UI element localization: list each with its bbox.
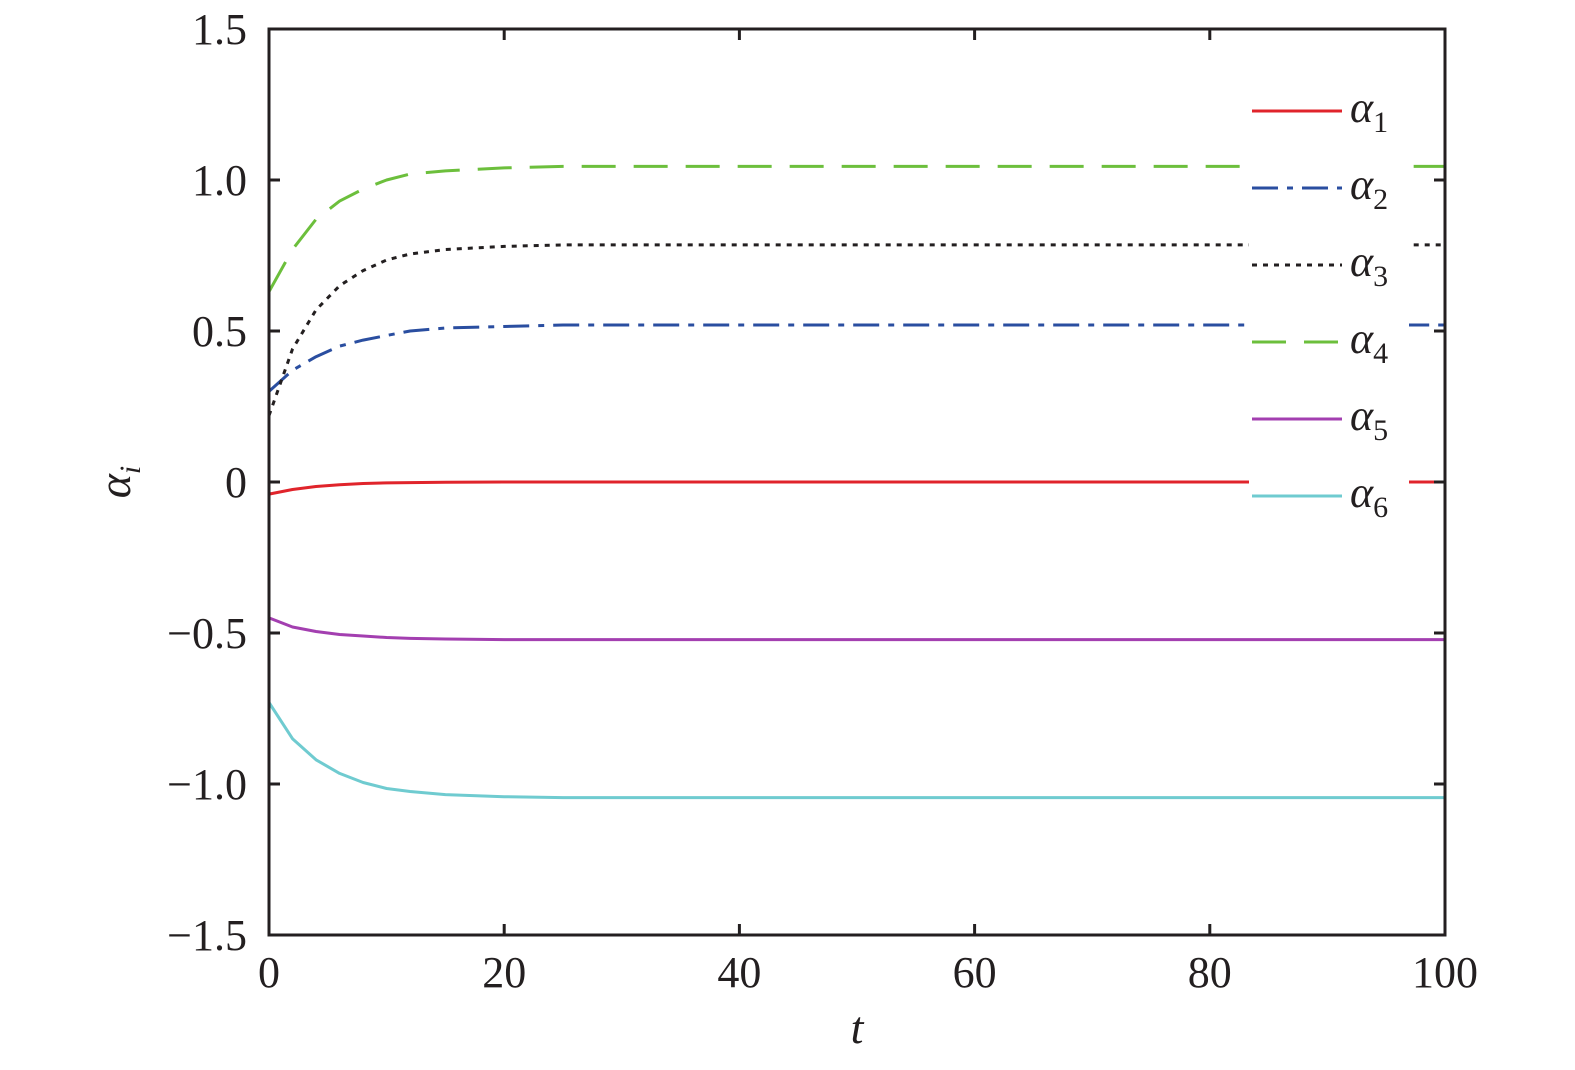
series-line-3 xyxy=(267,243,1445,417)
legend-label-1: α1 xyxy=(1350,83,1388,139)
x-tick-label: 60 xyxy=(953,948,997,997)
legend-label-5: α5 xyxy=(1350,391,1388,447)
x-tick-label: 80 xyxy=(1188,948,1232,997)
x-tick-label: 100 xyxy=(1412,948,1478,997)
y-axis-label-subscript: i xyxy=(114,466,147,474)
series-layer xyxy=(267,164,1445,800)
y-axis-label: αi xyxy=(89,466,147,499)
y-tick-label: −1.5 xyxy=(167,911,247,960)
tick-layer: 0 20 40 60 80 100 1.5 1.0 0.5 0 −0.5 −1.0 −1.5 xyxy=(167,5,1478,997)
x-tick-label: 40 xyxy=(717,948,761,997)
y-tick-label: 0 xyxy=(225,458,247,507)
x-tick-label: 0 xyxy=(258,948,280,997)
y-tick-label: −1.0 xyxy=(167,760,247,809)
y-axis-label-symbol: α xyxy=(89,473,140,498)
series-line-6 xyxy=(267,701,1445,800)
series-line-2 xyxy=(267,323,1445,393)
legend: α1 α2 α3 α4 α5 α6 xyxy=(1249,70,1409,542)
y-tick-label: 1.0 xyxy=(192,156,247,205)
series-line-1 xyxy=(268,480,1445,496)
legend-label-2: α2 xyxy=(1350,160,1388,216)
y-tick-label: −0.5 xyxy=(167,609,247,658)
x-tick-label: 20 xyxy=(482,948,526,997)
series-line-5 xyxy=(268,616,1445,642)
y-tick-label: 0.5 xyxy=(192,307,247,356)
series-line-4 xyxy=(267,164,1445,293)
legend-label-4: α4 xyxy=(1350,314,1388,370)
y-tick-label: 1.5 xyxy=(192,5,247,54)
legend-label-6: α6 xyxy=(1350,468,1388,524)
legend-background xyxy=(1249,70,1409,542)
x-axis-label: t xyxy=(851,1002,865,1053)
legend-label-3: α3 xyxy=(1350,237,1388,293)
